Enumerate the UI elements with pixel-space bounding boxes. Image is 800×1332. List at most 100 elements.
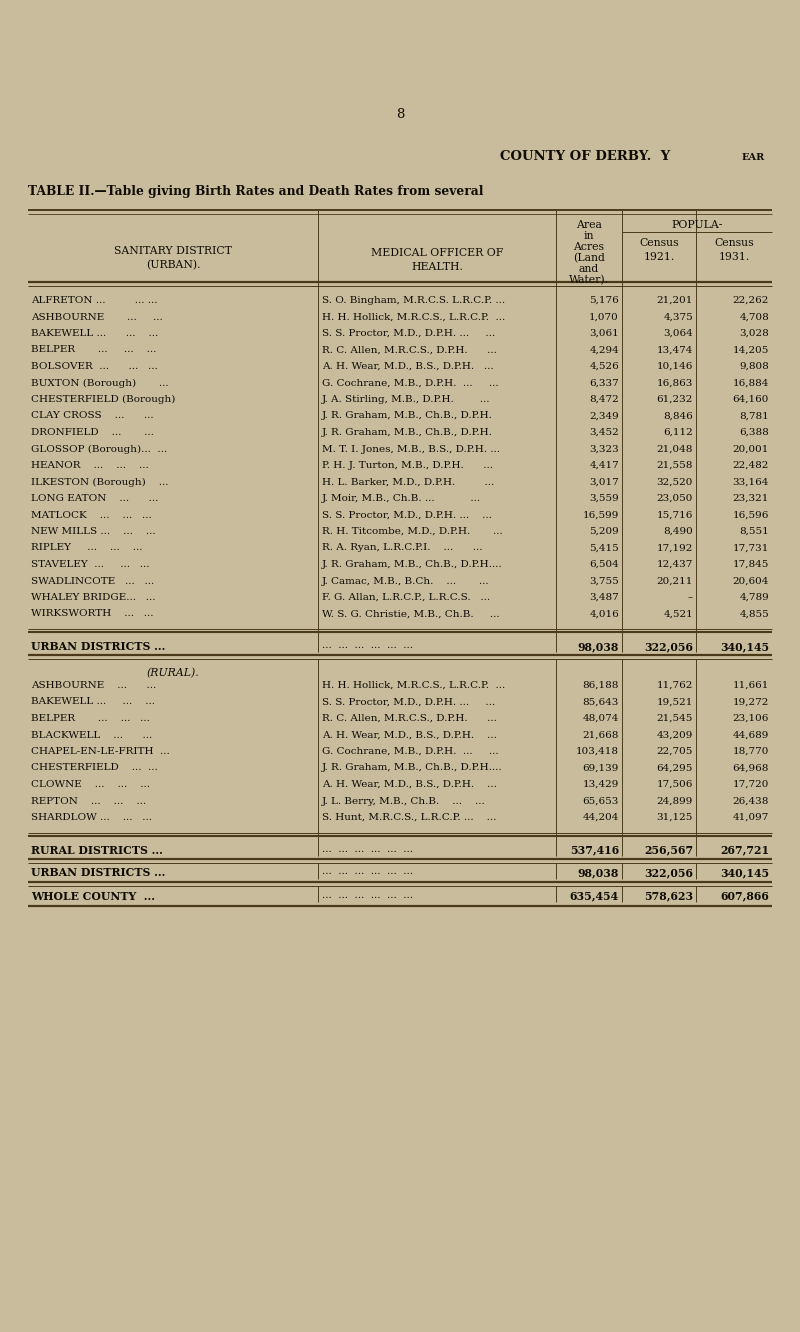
Text: STAVELEY  ...     ...   ...: STAVELEY ... ... ...	[31, 559, 150, 569]
Text: URBAN DISTRICTS ...: URBAN DISTRICTS ...	[31, 641, 166, 651]
Text: 4,375: 4,375	[663, 313, 693, 321]
Text: MEDICAL OFFICER OF: MEDICAL OFFICER OF	[371, 248, 503, 258]
Text: 17,720: 17,720	[733, 781, 769, 789]
Text: POPULA-: POPULA-	[671, 220, 722, 230]
Text: ALFRETON ...         ... ...: ALFRETON ... ... ...	[31, 296, 158, 305]
Text: H. L. Barker, M.D., D.P.H.         ...: H. L. Barker, M.D., D.P.H. ...	[322, 477, 494, 486]
Text: Water).: Water).	[569, 274, 609, 285]
Text: SANITARY DISTRICT: SANITARY DISTRICT	[114, 246, 232, 256]
Text: 69,139: 69,139	[582, 763, 619, 773]
Text: 537,416: 537,416	[570, 844, 619, 855]
Text: DRONFIELD    ...       ...: DRONFIELD ... ...	[31, 428, 154, 437]
Text: 11,762: 11,762	[657, 681, 693, 690]
Text: 4,526: 4,526	[590, 362, 619, 372]
Text: ...  ...  ...  ...  ...  ...: ... ... ... ... ... ...	[322, 641, 413, 650]
Text: 8: 8	[396, 108, 404, 121]
Text: 1,070: 1,070	[590, 313, 619, 321]
Text: RIPLEY     ...    ...    ...: RIPLEY ... ... ...	[31, 543, 142, 553]
Text: 322,056: 322,056	[644, 641, 693, 651]
Text: J. A. Stirling, M.B., D.P.H.        ...: J. A. Stirling, M.B., D.P.H. ...	[322, 396, 490, 404]
Text: BAKEWELL ...      ...    ...: BAKEWELL ... ... ...	[31, 329, 158, 338]
Text: in: in	[584, 230, 594, 241]
Text: HEANOR    ...    ...    ...: HEANOR ... ... ...	[31, 461, 149, 470]
Text: 19,521: 19,521	[657, 698, 693, 706]
Text: BUXTON (Borough)       ...: BUXTON (Borough) ...	[31, 378, 169, 388]
Text: 267,721: 267,721	[720, 844, 769, 855]
Text: 3,028: 3,028	[739, 329, 769, 338]
Text: S. S. Proctor, M.D., D.P.H. ...     ...: S. S. Proctor, M.D., D.P.H. ... ...	[322, 698, 495, 706]
Text: 8,781: 8,781	[739, 412, 769, 421]
Text: 3,061: 3,061	[590, 329, 619, 338]
Text: CLAY CROSS    ...      ...: CLAY CROSS ... ...	[31, 412, 154, 421]
Text: 21,558: 21,558	[657, 461, 693, 470]
Text: ...  ...  ...  ...  ...  ...: ... ... ... ... ... ...	[322, 891, 413, 899]
Text: 3,452: 3,452	[590, 428, 619, 437]
Text: 103,418: 103,418	[576, 747, 619, 757]
Text: 22,705: 22,705	[657, 747, 693, 757]
Text: J. R. Graham, M.B., Ch.B., D.P.H....: J. R. Graham, M.B., Ch.B., D.P.H....	[322, 559, 502, 569]
Text: H. H. Hollick, M.R.C.S., L.R.C.P.  ...: H. H. Hollick, M.R.C.S., L.R.C.P. ...	[322, 313, 506, 321]
Text: 10,146: 10,146	[657, 362, 693, 372]
Text: M. T. I. Jones, M.B., B.S., D.P.H. ...: M. T. I. Jones, M.B., B.S., D.P.H. ...	[322, 445, 500, 453]
Text: 32,520: 32,520	[657, 477, 693, 486]
Text: P. H. J. Turton, M.B., D.P.H.      ...: P. H. J. Turton, M.B., D.P.H. ...	[322, 461, 493, 470]
Text: 19,272: 19,272	[733, 698, 769, 706]
Text: BELPER       ...     ...    ...: BELPER ... ... ...	[31, 345, 156, 354]
Text: 21,545: 21,545	[657, 714, 693, 723]
Text: 17,845: 17,845	[733, 559, 769, 569]
Text: 5,415: 5,415	[590, 543, 619, 553]
Text: J. R. Graham, M.B., Ch.B., D.P.H....: J. R. Graham, M.B., Ch.B., D.P.H....	[322, 763, 502, 773]
Text: 340,145: 340,145	[720, 867, 769, 879]
Text: Area: Area	[576, 220, 602, 230]
Text: 1931.: 1931.	[718, 252, 750, 262]
Text: 4,521: 4,521	[663, 610, 693, 618]
Text: MATLOCK    ...    ...   ...: MATLOCK ... ... ...	[31, 510, 152, 519]
Text: BELPER       ...    ...   ...: BELPER ... ... ...	[31, 714, 150, 723]
Text: 3,323: 3,323	[590, 445, 619, 453]
Text: 98,038: 98,038	[578, 867, 619, 879]
Text: TABLE II.—Table giving Birth Rates and Death Rates from several: TABLE II.—Table giving Birth Rates and D…	[28, 185, 483, 198]
Text: J. R. Graham, M.B., Ch.B., D.P.H.: J. R. Graham, M.B., Ch.B., D.P.H.	[322, 412, 493, 421]
Text: 65,653: 65,653	[582, 797, 619, 806]
Text: 20,211: 20,211	[657, 577, 693, 586]
Text: REPTON    ...    ...    ...: REPTON ... ... ...	[31, 797, 146, 806]
Text: URBAN DISTRICTS ...: URBAN DISTRICTS ...	[31, 867, 166, 879]
Text: WIRKSWORTH    ...   ...: WIRKSWORTH ... ...	[31, 610, 154, 618]
Text: A. H. Wear, M.D., B.S., D.P.H.    ...: A. H. Wear, M.D., B.S., D.P.H. ...	[322, 781, 497, 789]
Text: SWADLINCOTE   ...   ...: SWADLINCOTE ... ...	[31, 577, 154, 586]
Text: Acres: Acres	[574, 242, 605, 252]
Text: 44,204: 44,204	[582, 813, 619, 822]
Text: 6,112: 6,112	[663, 428, 693, 437]
Text: 8,490: 8,490	[663, 527, 693, 535]
Text: 256,567: 256,567	[644, 844, 693, 855]
Text: 14,205: 14,205	[733, 345, 769, 354]
Text: 43,209: 43,209	[657, 730, 693, 739]
Text: A. H. Wear, M.D., B.S., D.P.H.    ...: A. H. Wear, M.D., B.S., D.P.H. ...	[322, 730, 497, 739]
Text: 322,056: 322,056	[644, 867, 693, 879]
Text: 16,884: 16,884	[733, 378, 769, 388]
Text: 17,506: 17,506	[657, 781, 693, 789]
Text: 23,050: 23,050	[657, 494, 693, 503]
Text: 64,295: 64,295	[657, 763, 693, 773]
Text: 48,074: 48,074	[582, 714, 619, 723]
Text: EAR: EAR	[742, 153, 766, 163]
Text: ASHBOURNE       ...     ...: ASHBOURNE ... ...	[31, 313, 162, 321]
Text: 33,164: 33,164	[733, 477, 769, 486]
Text: 3,487: 3,487	[590, 593, 619, 602]
Text: 6,388: 6,388	[739, 428, 769, 437]
Text: 3,064: 3,064	[663, 329, 693, 338]
Text: A. H. Wear, M.D., B.S., D.P.H.   ...: A. H. Wear, M.D., B.S., D.P.H. ...	[322, 362, 494, 372]
Text: 4,855: 4,855	[739, 610, 769, 618]
Text: S. O. Bingham, M.R.C.S. L.R.C.P. ...: S. O. Bingham, M.R.C.S. L.R.C.P. ...	[322, 296, 505, 305]
Text: 2,349: 2,349	[590, 412, 619, 421]
Text: 5,209: 5,209	[590, 527, 619, 535]
Text: RURAL DISTRICTS ...: RURAL DISTRICTS ...	[31, 844, 163, 855]
Text: 23,321: 23,321	[733, 494, 769, 503]
Text: WHALEY BRIDGE...   ...: WHALEY BRIDGE... ...	[31, 593, 155, 602]
Text: 64,160: 64,160	[733, 396, 769, 404]
Text: 340,145: 340,145	[720, 641, 769, 651]
Text: 20,604: 20,604	[733, 577, 769, 586]
Text: 61,232: 61,232	[657, 396, 693, 404]
Text: CHESTERFIELD (Borough): CHESTERFIELD (Borough)	[31, 396, 175, 404]
Text: 85,643: 85,643	[582, 698, 619, 706]
